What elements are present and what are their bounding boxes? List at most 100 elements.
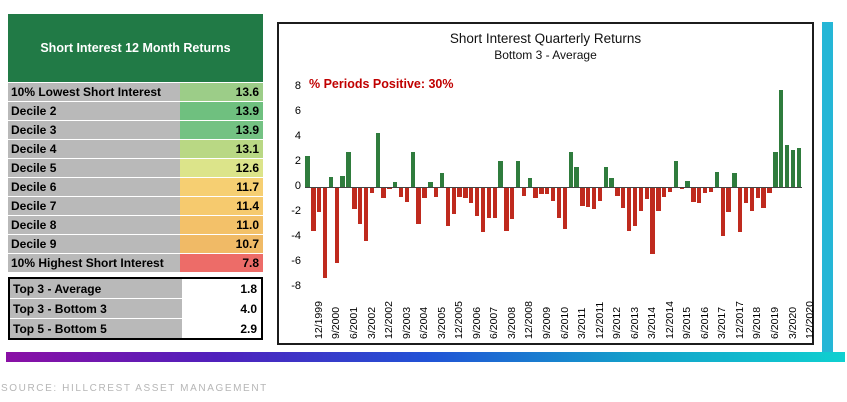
- x-axis-label: 9/2012: [611, 306, 624, 339]
- bar-3/2009: [521, 188, 527, 196]
- bar-6/2004: [410, 152, 415, 187]
- bar-3/2016: [685, 180, 690, 187]
- table-row: Decile 8 11.0: [8, 216, 263, 234]
- row-label: Top 3 - Average: [10, 279, 182, 298]
- bar-6/2007: [480, 188, 486, 232]
- bar-12/2003: [398, 188, 404, 197]
- table-row: Decile 3 13.9: [8, 121, 263, 139]
- bar-9/2016: [697, 188, 702, 203]
- bar-6/2017: [714, 172, 720, 187]
- y-axis-label: 6: [294, 105, 301, 117]
- row-value: 10.7: [180, 235, 263, 253]
- bar-12/2012: [609, 178, 614, 187]
- x-axis-label: 6/2004: [418, 306, 431, 339]
- table-row: Decile 2 13.9: [8, 102, 263, 120]
- bar-12/2001: [352, 188, 357, 210]
- x-axis-label: 9/2009: [540, 306, 553, 339]
- bar-6/2014: [644, 188, 649, 200]
- x-axis-label: 6/2010: [558, 306, 571, 339]
- bar-3/2006: [451, 188, 456, 215]
- bar-9/2002: [369, 188, 375, 193]
- y-axis-label: 2: [294, 155, 301, 167]
- bar-3/2002: [358, 188, 363, 225]
- bar-9/2014: [650, 188, 655, 255]
- bar-3/2014: [638, 188, 644, 211]
- x-axis-label: 12/2020: [804, 301, 817, 339]
- x-axis-label: 3/2017: [716, 306, 729, 339]
- row-value: 11.0: [180, 216, 263, 234]
- bar-9/2009: [533, 188, 538, 198]
- y-axis-label: 4: [294, 130, 301, 142]
- row-label: Top 5 - Bottom 5: [10, 319, 182, 338]
- bar-9/2019: [767, 188, 772, 193]
- x-axis-label: 6/2007: [488, 306, 501, 339]
- table-row: Decile 4 13.1: [8, 140, 263, 158]
- bar-3/2005: [428, 182, 433, 187]
- bar-6/2011: [574, 167, 579, 187]
- table-row: Top 3 - Average 1.8: [10, 279, 261, 298]
- bar-12/2002: [375, 133, 380, 187]
- table-row: 10% Highest Short Interest 7.8: [8, 254, 263, 272]
- x-axis-label: 3/2011: [576, 307, 589, 339]
- bar-12/2017: [726, 188, 731, 212]
- bar-12/2004: [422, 188, 427, 198]
- teal-accent-bar: [822, 22, 833, 352]
- table-row: Decile 6 11.7: [8, 178, 263, 196]
- gradient-accent-bar: [6, 352, 845, 362]
- table-summary-rows: Top 3 - Average 1.8 Top 3 - Bottom 3 4.0 Top…: [8, 277, 263, 340]
- source-credit: SOURCE: HILLCREST ASSET MANAGEMENT: [1, 383, 268, 394]
- bar-9/2004: [416, 188, 421, 225]
- chart-subtitle: Bottom 3 - Average: [494, 48, 597, 62]
- bar-12/2014: [656, 188, 661, 211]
- bar-6/2018: [738, 188, 743, 232]
- table-row: 10% Lowest Short Interest 13.6: [8, 83, 263, 101]
- bar-6/2009: [527, 178, 532, 187]
- x-axis-label: 9/2018: [751, 306, 764, 339]
- bar-9/2013: [626, 188, 632, 231]
- bar-3/2020: [779, 89, 784, 187]
- bar-9/2015: [673, 160, 679, 187]
- bar-12/1999: [305, 155, 310, 187]
- table-row: Decile 5 12.6: [8, 159, 263, 177]
- x-axis-label: 12/2005: [453, 301, 466, 339]
- x-axis-label: 6/2013: [628, 306, 641, 339]
- bar-3/2008: [498, 160, 503, 187]
- bar-6/2015: [667, 188, 673, 192]
- x-axis-label: 12/2008: [523, 301, 536, 339]
- bar-12/2008: [515, 160, 521, 187]
- x-axis-label: 6/2001: [348, 306, 360, 339]
- table-rows: 10% Lowest Short Interest 13.6 Decile 2 13.…: [8, 83, 263, 272]
- bar-6/2003: [387, 188, 392, 190]
- bar-12/2010: [562, 188, 567, 230]
- chart-title: Short Interest Quarterly Returns: [449, 31, 642, 46]
- bar-12/2015: [679, 188, 684, 190]
- bar-6/2005: [434, 188, 439, 197]
- bar-12/2013: [632, 188, 638, 226]
- bar-3/2004: [404, 188, 410, 202]
- bar-3/2012: [591, 188, 597, 210]
- x-axis-label: 12/1999: [312, 301, 325, 339]
- row-label: Decile 2: [8, 102, 180, 120]
- y-axis-label: 0: [294, 180, 301, 192]
- bar-3/2013: [615, 188, 620, 196]
- bar-6/2010: [550, 188, 556, 201]
- y-axis-label: -6: [291, 255, 301, 267]
- x-axis-label: 3/2008: [505, 306, 518, 339]
- y-axis-label: 8: [294, 80, 301, 92]
- bar-3/2017: [708, 188, 714, 192]
- bar-3/2010: [545, 188, 550, 195]
- bar-6/2002: [363, 188, 369, 241]
- bar-12/2006: [469, 188, 474, 203]
- x-axis-label: 3/2005: [435, 306, 448, 339]
- bar-12/2020: [796, 148, 801, 187]
- row-label: Decile 7: [8, 197, 180, 215]
- bar-9/2010: [556, 188, 562, 218]
- bar-3/2018: [732, 173, 737, 187]
- row-label: Decile 5: [8, 159, 180, 177]
- bar-3/2015: [662, 188, 667, 197]
- x-axis-label: 12/2002: [383, 301, 396, 339]
- row-value: 13.6: [180, 83, 263, 101]
- row-label: Decile 9: [8, 235, 180, 253]
- bar-12/2007: [492, 188, 497, 218]
- bar-12/2000: [328, 177, 334, 187]
